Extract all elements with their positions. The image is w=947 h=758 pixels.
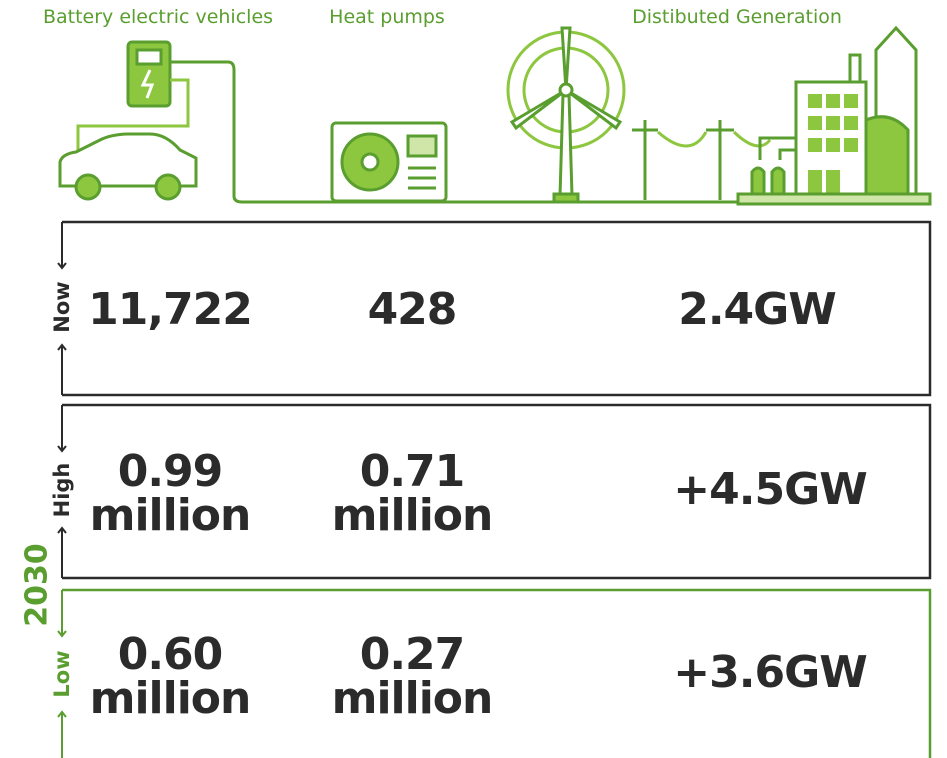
bolt <box>140 69 155 99</box>
value: 428 <box>367 284 458 335</box>
tanks <box>750 166 786 194</box>
value: 0.99 million <box>89 446 252 541</box>
wheel <box>74 173 102 201</box>
column-header: Heat pumps <box>329 6 445 28</box>
wires <box>657 130 772 148</box>
value: 11,722 <box>88 284 253 335</box>
cable <box>170 60 740 204</box>
chimney <box>848 53 862 84</box>
value: 0.60 million <box>89 629 252 724</box>
value: 0.71 million <box>331 446 494 541</box>
icons <box>58 25 932 206</box>
car <box>58 132 198 188</box>
column-header: Battery electric vehicles <box>42 6 274 28</box>
group-label: 2030 <box>19 543 55 627</box>
ground <box>736 192 932 206</box>
arrows <box>57 222 67 758</box>
value: +3.6GW <box>673 647 867 698</box>
hub <box>558 82 574 98</box>
pipes <box>758 136 796 160</box>
pylons <box>632 120 734 200</box>
wheel <box>154 173 182 201</box>
charge-cable <box>76 78 190 150</box>
turbine-base <box>552 192 580 204</box>
value: 2.4GW <box>678 284 837 335</box>
row-box <box>62 588 932 758</box>
row-box <box>62 220 932 397</box>
vents <box>408 166 436 190</box>
value: +4.5GW <box>673 464 867 515</box>
tank <box>864 115 910 196</box>
column-header: Distibuted Generation <box>632 6 842 28</box>
blades <box>509 26 623 131</box>
charger-screen <box>135 48 163 66</box>
value: 0.27 million <box>331 629 494 724</box>
tower <box>558 92 574 198</box>
row-box <box>62 403 932 580</box>
fan-hub <box>360 152 380 172</box>
panel <box>406 134 438 158</box>
